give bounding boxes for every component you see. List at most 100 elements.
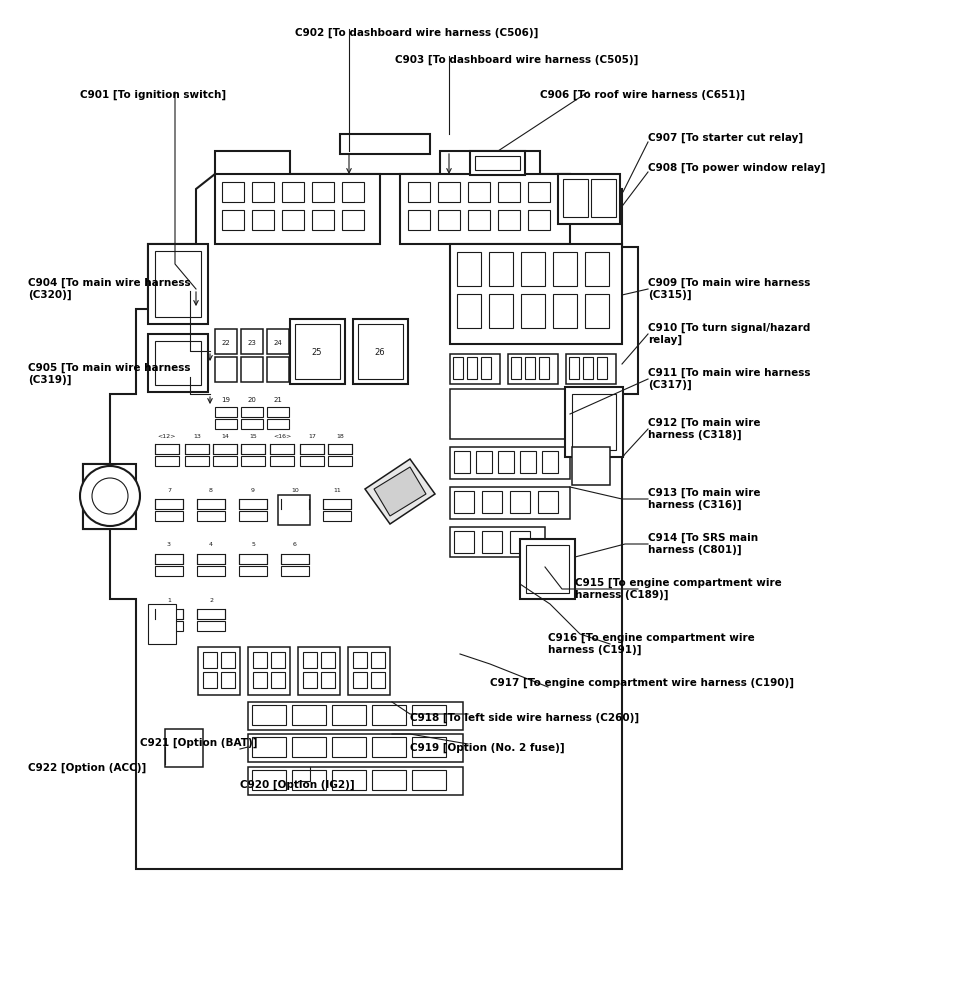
Bar [597,358,607,380]
Bar [558,174,620,224]
Bar [248,647,290,695]
Bar [321,652,335,668]
Bar [468,182,490,202]
Bar [482,492,502,513]
Bar [267,420,289,430]
Bar [450,488,570,519]
Bar [454,452,470,474]
Bar [450,527,545,557]
Bar [155,554,183,564]
Bar [312,210,334,230]
Bar [489,295,513,329]
Bar [252,737,286,758]
Bar [520,452,536,474]
Text: C914 [To SRS main
harness (C801)]: C914 [To SRS main harness (C801)] [648,532,758,554]
Bar [412,705,446,725]
Bar [185,445,209,455]
Bar [438,182,460,202]
Bar [332,771,366,791]
Bar [203,672,217,688]
Bar [241,408,263,418]
Bar [215,174,380,244]
Text: 3: 3 [167,542,171,547]
Bar [353,652,367,668]
Bar [215,330,237,355]
Bar [371,672,385,688]
Text: 8: 8 [209,487,213,492]
Text: 21: 21 [274,397,283,403]
Bar [508,355,558,385]
Bar [450,417,570,426]
Bar [450,448,570,480]
Bar [282,182,304,202]
Bar [400,174,570,244]
Bar [498,452,514,474]
Bar [252,705,286,725]
Text: C902 [To dashboard wire harness (C506)]: C902 [To dashboard wire harness (C506)] [295,28,538,38]
Text: 13: 13 [193,433,201,438]
Bar [267,330,289,355]
Bar [155,566,183,576]
Text: 1: 1 [167,597,171,602]
Bar [348,647,390,695]
Bar [470,152,525,175]
Bar [340,135,430,155]
Bar [282,210,304,230]
Bar [241,445,265,455]
Bar [476,452,492,474]
Text: 14: 14 [221,433,229,438]
Bar [572,448,610,486]
Text: 19: 19 [221,397,230,403]
Bar [215,420,237,430]
Bar [213,457,237,467]
Bar [450,244,622,345]
Bar [372,705,406,725]
Bar [155,609,183,619]
Bar [585,295,609,329]
Bar [566,355,616,385]
Bar [457,253,481,287]
Text: <12>: <12> [158,433,176,438]
Bar [481,358,491,380]
Circle shape [92,479,128,514]
Bar [457,295,481,329]
Text: C917 [To engine compartment wire harness (C190)]: C917 [To engine compartment wire harness… [490,677,794,687]
Text: 20: 20 [248,397,256,403]
Bar [267,408,289,418]
Bar [292,705,326,725]
Bar [155,621,183,631]
Bar [528,182,550,202]
Bar [542,452,558,474]
Bar [525,358,535,380]
Text: C919 [Option (No. 2 fuse)]: C919 [Option (No. 2 fuse)] [410,742,564,753]
Text: 25: 25 [312,347,322,356]
Bar [281,511,309,521]
Text: C912 [To main wire
harness (C318)]: C912 [To main wire harness (C318)] [648,418,760,440]
Bar [239,554,267,564]
Bar [468,210,490,230]
Bar [197,511,225,521]
Bar [241,330,263,355]
Bar [498,182,520,202]
Bar [454,492,474,513]
Text: C910 [To turn signal/hazard
relay]: C910 [To turn signal/hazard relay] [648,323,811,345]
Bar [454,531,474,553]
Bar [328,457,352,467]
Bar [553,295,577,329]
Bar [278,496,310,525]
Text: 17: 17 [308,433,316,438]
Text: 22: 22 [221,340,230,346]
Bar [323,511,351,521]
Bar [475,157,520,170]
Text: C906 [To roof wire harness (C651)]: C906 [To roof wire harness (C651)] [540,90,745,100]
Bar [353,672,367,688]
Bar [253,672,267,688]
Bar [155,252,201,318]
Text: C911 [To main wire harness
(C317)]: C911 [To main wire harness (C317)] [648,368,811,390]
Bar [155,342,201,386]
Bar [155,500,183,509]
Text: C913 [To main wire
harness (C316)]: C913 [To main wire harness (C316)] [648,488,760,510]
Text: C908 [To power window relay]: C908 [To power window relay] [648,163,825,173]
Text: C903 [To dashboard wire harness (C505)]: C903 [To dashboard wire harness (C505)] [395,55,638,65]
Bar [197,554,225,564]
